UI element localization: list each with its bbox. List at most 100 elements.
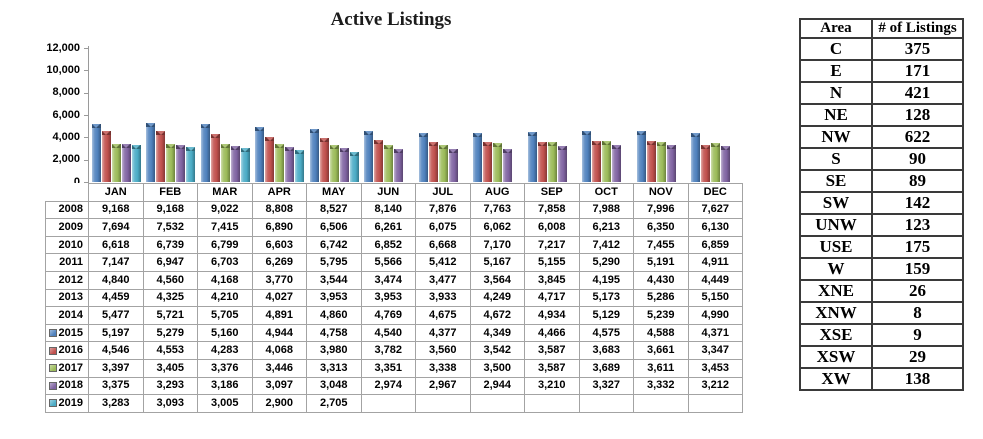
month-header-cell: NOV (633, 183, 689, 202)
area-header-cell: Area (799, 18, 873, 39)
value-cell: 3,446 (251, 358, 307, 378)
bar-2017-dec (711, 143, 721, 182)
bar-top-bevel (339, 148, 349, 152)
value-cell: 5,150 (687, 288, 743, 308)
bar-top-notch (538, 142, 547, 146)
value-cell: 7,532 (142, 218, 198, 237)
bar-top-bevel (394, 149, 404, 153)
year-label-2016: 2016 (45, 341, 89, 360)
bar-slot (255, 48, 265, 182)
bar-top-bevel (636, 131, 646, 135)
bar-2018-dec (721, 146, 731, 182)
bar-2017-aug (493, 143, 503, 182)
bar-top-notch (285, 147, 294, 151)
bar-slot (329, 48, 339, 182)
value-cell: 5,191 (633, 253, 689, 272)
year-row-2008: 2008 9,168 9,168 9,022 8,808 8,527 8,140 7,876 7… (45, 200, 743, 220)
value-cell: 7,455 (633, 235, 689, 255)
value-cell: 3,005 (197, 394, 253, 413)
bar-slot (384, 48, 394, 182)
value-cell (469, 394, 525, 413)
value-cell: 6,261 (360, 218, 416, 237)
value-cell: 3,338 (415, 358, 471, 378)
bar-top-bevel (374, 140, 384, 144)
value-cell: 3,953 (306, 288, 362, 308)
legend-marker-2016 (49, 346, 57, 355)
value-cell: 5,286 (633, 288, 689, 308)
month-header-cell: JAN (88, 183, 144, 202)
bar-slot (513, 48, 522, 182)
bar-slot (636, 48, 646, 182)
bar-top-notch (394, 149, 403, 153)
bar-2018-oct (612, 145, 622, 182)
value-cell: 8,808 (251, 200, 307, 220)
value-cell: 4,068 (251, 341, 307, 360)
bar-group-dec (689, 48, 744, 182)
bar-2017-jan (111, 144, 121, 182)
bar-slot (404, 48, 413, 182)
bar-slot (111, 48, 121, 182)
bar-2017-sep (547, 142, 557, 182)
bar-top-notch (166, 144, 175, 148)
bar-top-bevel (701, 145, 711, 149)
bar-2016-may (319, 138, 329, 182)
bar-top-notch (374, 140, 383, 144)
y-axis-tick-label: 6,000 (52, 108, 80, 121)
value-cell: 7,412 (578, 235, 634, 255)
value-cell: 6,799 (197, 235, 253, 255)
value-cell: 5,566 (360, 253, 416, 272)
bar-slot (394, 48, 404, 182)
value-cell: 2,900 (251, 394, 307, 413)
value-cell: 3,210 (524, 376, 580, 396)
bar-top-notch (295, 150, 304, 154)
value-cell: 3,097 (251, 376, 307, 396)
value-cell: 6,269 (251, 253, 307, 272)
year-row-2013: 2013 4,459 4,325 4,210 4,027 3,953 3,953 3,933 4… (45, 288, 743, 308)
area-row-xse: XSE 9 (799, 323, 964, 347)
legend-marker-2018 (49, 381, 57, 390)
y-axis-tick-label: 10,000 (46, 63, 80, 76)
bar-top-notch (310, 129, 319, 133)
value-cell: 7,996 (633, 200, 689, 220)
bar-2017-apr (275, 144, 285, 182)
y-axis-line (88, 46, 89, 183)
value-cell: 4,546 (88, 341, 144, 360)
bar-slot (131, 48, 141, 182)
y-axis-tick-mark (84, 159, 89, 161)
bar-slot (459, 48, 468, 182)
bar-slot (527, 48, 537, 182)
bar-top-notch (265, 137, 274, 141)
bar-slot (731, 48, 740, 182)
area-count-cell: 128 (871, 103, 964, 127)
bar-slot (146, 48, 156, 182)
area-count-cell: 375 (871, 37, 964, 61)
bar-slot (493, 48, 503, 182)
bar-2017-oct (602, 141, 612, 182)
bar-top-notch (92, 124, 101, 128)
month-header-cell: FEB (142, 183, 198, 202)
value-cell: 9,168 (142, 200, 198, 220)
month-header-cell: OCT (578, 183, 634, 202)
bar-2017-nov (656, 142, 666, 182)
value-cell: 3,405 (142, 358, 198, 378)
bar-top-bevel (186, 147, 196, 151)
value-cell: 8,527 (306, 200, 362, 220)
bar-2019-jan (131, 145, 141, 182)
bar-top-bevel (656, 142, 666, 146)
value-cell: 4,675 (415, 306, 471, 325)
bar-top-bevel (493, 143, 503, 147)
bar-slot (176, 48, 186, 182)
area-name-cell: XSE (799, 323, 873, 347)
value-cell: 4,944 (251, 323, 307, 343)
area-row-unw: UNW 123 (799, 213, 964, 237)
bar-slot (374, 48, 384, 182)
bar-2015-jan (91, 124, 101, 182)
bar-top-bevel (146, 123, 156, 127)
value-cell: 3,293 (142, 376, 198, 396)
y-axis-tick-label: 4,000 (52, 130, 80, 143)
year-label-2011: 2011 (45, 253, 89, 272)
bar-top-notch (255, 127, 264, 131)
value-cell: 4,377 (415, 323, 471, 343)
bar-2016-dec (701, 145, 711, 182)
area-row-se: SE 89 (799, 169, 964, 193)
